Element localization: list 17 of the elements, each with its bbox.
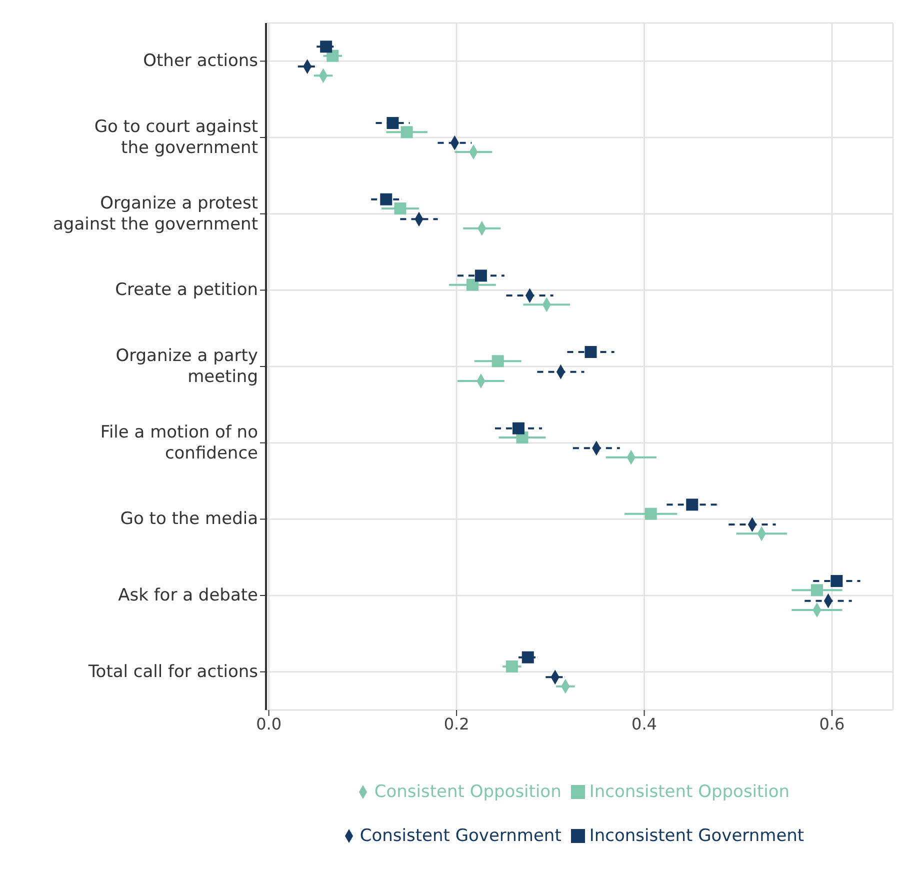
y-tick-label: Other actions [143, 51, 258, 72]
legend-label: Consistent Government [360, 826, 562, 846]
x-tick-label: 0.6 [819, 714, 845, 734]
y-tick-label: Total call for actions [87, 662, 258, 682]
legend-label: Inconsistent Government [589, 826, 804, 846]
y-tick-label: Organize a party meeting [116, 346, 258, 387]
y-tick-label: Ask for a debate [118, 586, 258, 606]
y-tick-label: Go to the media [120, 509, 258, 530]
x-tick-label: 0.4 [632, 714, 657, 734]
y-tick-label: Create a petition [115, 280, 258, 300]
y-tick-label: Go to court against the government [94, 117, 258, 158]
x-tick-label: 0.0 [256, 714, 282, 734]
legend-label: Inconsistent Opposition [589, 782, 790, 802]
y-tick-label: File a motion of no confidence [100, 422, 258, 464]
x-tick-label: 0.2 [444, 714, 470, 734]
legend-label: Consistent Opposition [374, 782, 562, 802]
y-tick-label: Organize a protest against the government [53, 193, 258, 234]
